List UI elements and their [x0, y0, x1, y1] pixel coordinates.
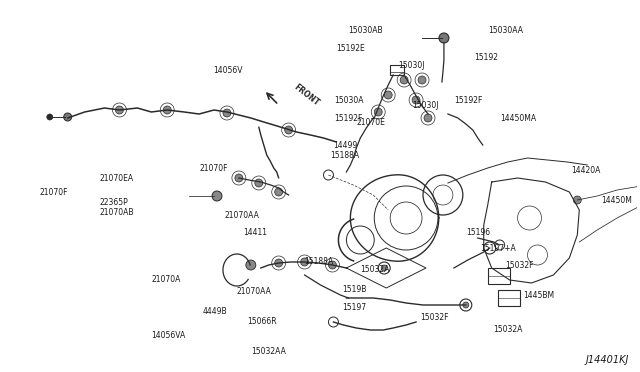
Circle shape [246, 260, 256, 270]
Text: 15032A: 15032A [360, 266, 390, 275]
Circle shape [212, 191, 222, 201]
Text: 15066R: 15066R [247, 317, 276, 327]
Text: 15030A: 15030A [335, 96, 364, 105]
Circle shape [235, 174, 243, 182]
Text: 15192F: 15192F [335, 113, 363, 122]
Circle shape [439, 33, 449, 43]
Text: 15192E: 15192E [337, 44, 365, 52]
Text: 14450MA: 14450MA [500, 113, 537, 122]
Text: 21070E: 21070E [356, 118, 385, 126]
Circle shape [47, 114, 52, 120]
Circle shape [424, 114, 432, 122]
Circle shape [301, 258, 308, 266]
Text: 21070A: 21070A [151, 276, 180, 285]
Bar [390, 65, 404, 75]
Text: 21070AB: 21070AB [100, 208, 134, 217]
Text: 15188A: 15188A [330, 151, 360, 160]
Text: 14056V: 14056V [213, 65, 243, 74]
Text: 1445BM: 1445BM [524, 291, 555, 299]
Text: 21070EA: 21070EA [100, 173, 134, 183]
Text: 15192: 15192 [474, 52, 498, 61]
Text: 1519B: 1519B [342, 285, 367, 295]
Bar [498, 290, 520, 306]
Text: 15030AB: 15030AB [348, 26, 383, 35]
Text: 14450M: 14450M [601, 196, 632, 205]
Text: 15030AA: 15030AA [488, 26, 523, 35]
Circle shape [463, 302, 469, 308]
Text: 15197: 15197 [342, 304, 367, 312]
Text: 15032F: 15032F [420, 314, 449, 323]
Text: J14401KJ: J14401KJ [586, 355, 629, 365]
Circle shape [275, 188, 283, 196]
Text: 15196: 15196 [466, 228, 490, 237]
Circle shape [115, 106, 124, 114]
Circle shape [255, 179, 263, 187]
Text: 14420A: 14420A [572, 166, 601, 174]
Text: 21070AA: 21070AA [237, 288, 272, 296]
Circle shape [400, 76, 408, 84]
Text: 15030J: 15030J [412, 100, 438, 109]
Circle shape [275, 259, 283, 267]
Circle shape [163, 106, 172, 114]
Text: 15197+A: 15197+A [480, 244, 515, 253]
Circle shape [384, 91, 392, 99]
Text: 21070AA: 21070AA [225, 211, 260, 219]
Circle shape [418, 76, 426, 84]
Circle shape [223, 109, 231, 117]
Text: 15192F: 15192F [454, 96, 483, 105]
Text: 22365P: 22365P [100, 198, 128, 206]
Circle shape [573, 196, 581, 204]
Text: 14411: 14411 [243, 228, 267, 237]
Text: FRONT: FRONT [292, 82, 321, 108]
Text: 21070F: 21070F [199, 164, 228, 173]
Text: 14056VA: 14056VA [151, 330, 186, 340]
Text: 15032A: 15032A [493, 326, 523, 334]
Circle shape [374, 108, 382, 116]
Bar [488, 268, 509, 284]
Circle shape [285, 126, 292, 134]
Text: 4449B: 4449B [203, 308, 228, 317]
Circle shape [381, 265, 387, 271]
Text: 15032F: 15032F [506, 260, 534, 269]
Circle shape [412, 96, 420, 104]
Text: 21070F: 21070F [40, 187, 68, 196]
Text: 15030J: 15030J [398, 61, 425, 70]
Text: 14499: 14499 [333, 141, 358, 150]
Circle shape [328, 261, 337, 269]
Text: 15032AA: 15032AA [251, 347, 285, 356]
Text: 15188A: 15188A [305, 257, 333, 266]
Circle shape [64, 113, 72, 121]
